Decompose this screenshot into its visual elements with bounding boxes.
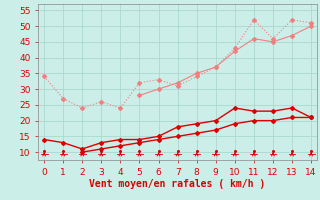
X-axis label: Vent moyen/en rafales ( km/h ): Vent moyen/en rafales ( km/h )	[90, 179, 266, 189]
